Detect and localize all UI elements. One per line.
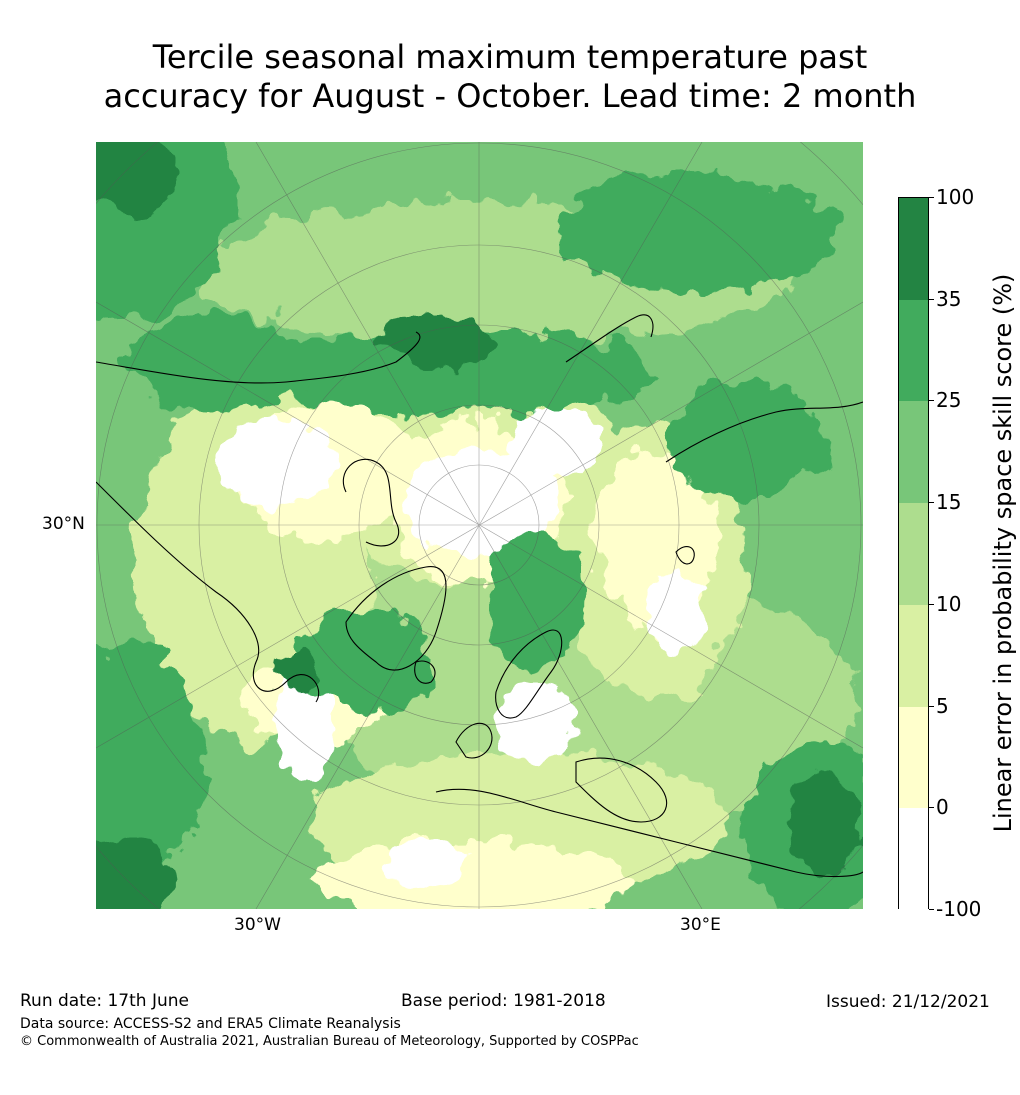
colorbar-tick-mark bbox=[929, 705, 934, 707]
copyright: © Commonwealth of Australia 2021, Austra… bbox=[20, 1034, 639, 1049]
coast-north-america-arctic bbox=[96, 331, 421, 384]
colorbar-tick-label: 10 bbox=[936, 591, 962, 616]
skill-field-dark bbox=[96, 142, 863, 909]
coast-mediterranean bbox=[435, 788, 863, 878]
graticule bbox=[96, 142, 863, 909]
coastlines bbox=[96, 314, 863, 878]
coast-hudson-bay bbox=[96, 481, 320, 703]
colorbar-tick-mark bbox=[929, 807, 934, 809]
coast-scandinavia bbox=[495, 629, 563, 719]
coast-siberia bbox=[665, 401, 863, 463]
coast-novaya-zemlya bbox=[565, 314, 654, 363]
coast-arctic-islands bbox=[342, 458, 400, 547]
colorbar-tick-mark bbox=[929, 298, 934, 300]
colorbar-tick-label: 15 bbox=[936, 490, 962, 515]
colorbar bbox=[898, 197, 929, 911]
colorbar-label: Linear error in probability space skill … bbox=[989, 273, 1017, 833]
map-canvas bbox=[96, 142, 863, 909]
chart-title: Tercile seasonal maximum temperature pas… bbox=[0, 38, 1020, 116]
colorbar-tick-label: 0 bbox=[936, 795, 949, 820]
colorbar-segment bbox=[899, 299, 928, 402]
skill-field-white bbox=[216, 407, 706, 887]
colorbar-segment bbox=[899, 706, 928, 809]
base-period: Base period: 1981-2018 bbox=[401, 991, 606, 1011]
title-line-2: accuracy for August - October. Lead time… bbox=[103, 77, 917, 115]
colorbar-tick-label: 5 bbox=[936, 693, 949, 718]
coast-british-isles bbox=[455, 722, 493, 759]
polar-map bbox=[96, 142, 863, 909]
colorbar-segment bbox=[899, 401, 928, 504]
colorbar-segment bbox=[899, 808, 928, 911]
data-source: Data source: ACCESS-S2 and ERA5 Climate … bbox=[20, 1016, 401, 1032]
colorbar-tick-mark bbox=[929, 502, 934, 504]
colorbar-tick-mark bbox=[929, 909, 934, 910]
colorbar-tick-mark bbox=[929, 197, 934, 198]
lon-tick-30w: 30°W bbox=[234, 915, 281, 935]
colorbar-tick-label: 35 bbox=[936, 286, 962, 311]
coast-greenland bbox=[345, 566, 447, 671]
coast-lake-baikal bbox=[675, 546, 695, 565]
issued-date: Issued: 21/12/2021 bbox=[826, 992, 990, 1012]
colorbar-tick-label: 25 bbox=[936, 388, 962, 413]
coast-black-sea bbox=[575, 757, 668, 823]
lat-tick-30n: 30°N bbox=[42, 514, 85, 534]
title-line-1: Tercile seasonal maximum temperature pas… bbox=[152, 38, 868, 76]
colorbar-tick-mark bbox=[929, 603, 934, 605]
coast-iceland bbox=[414, 660, 436, 684]
colorbar-tick-mark bbox=[929, 400, 934, 402]
colorbar-segment bbox=[899, 604, 928, 708]
colorbar-tick-label: -100 bbox=[936, 897, 982, 921]
run-date: Run date: 17th June bbox=[20, 991, 189, 1011]
lon-tick-30e: 30°E bbox=[680, 915, 721, 935]
colorbar-segment bbox=[899, 503, 928, 606]
colorbar-segment bbox=[899, 198, 928, 301]
colorbar-tick-label: 100 bbox=[936, 185, 975, 209]
